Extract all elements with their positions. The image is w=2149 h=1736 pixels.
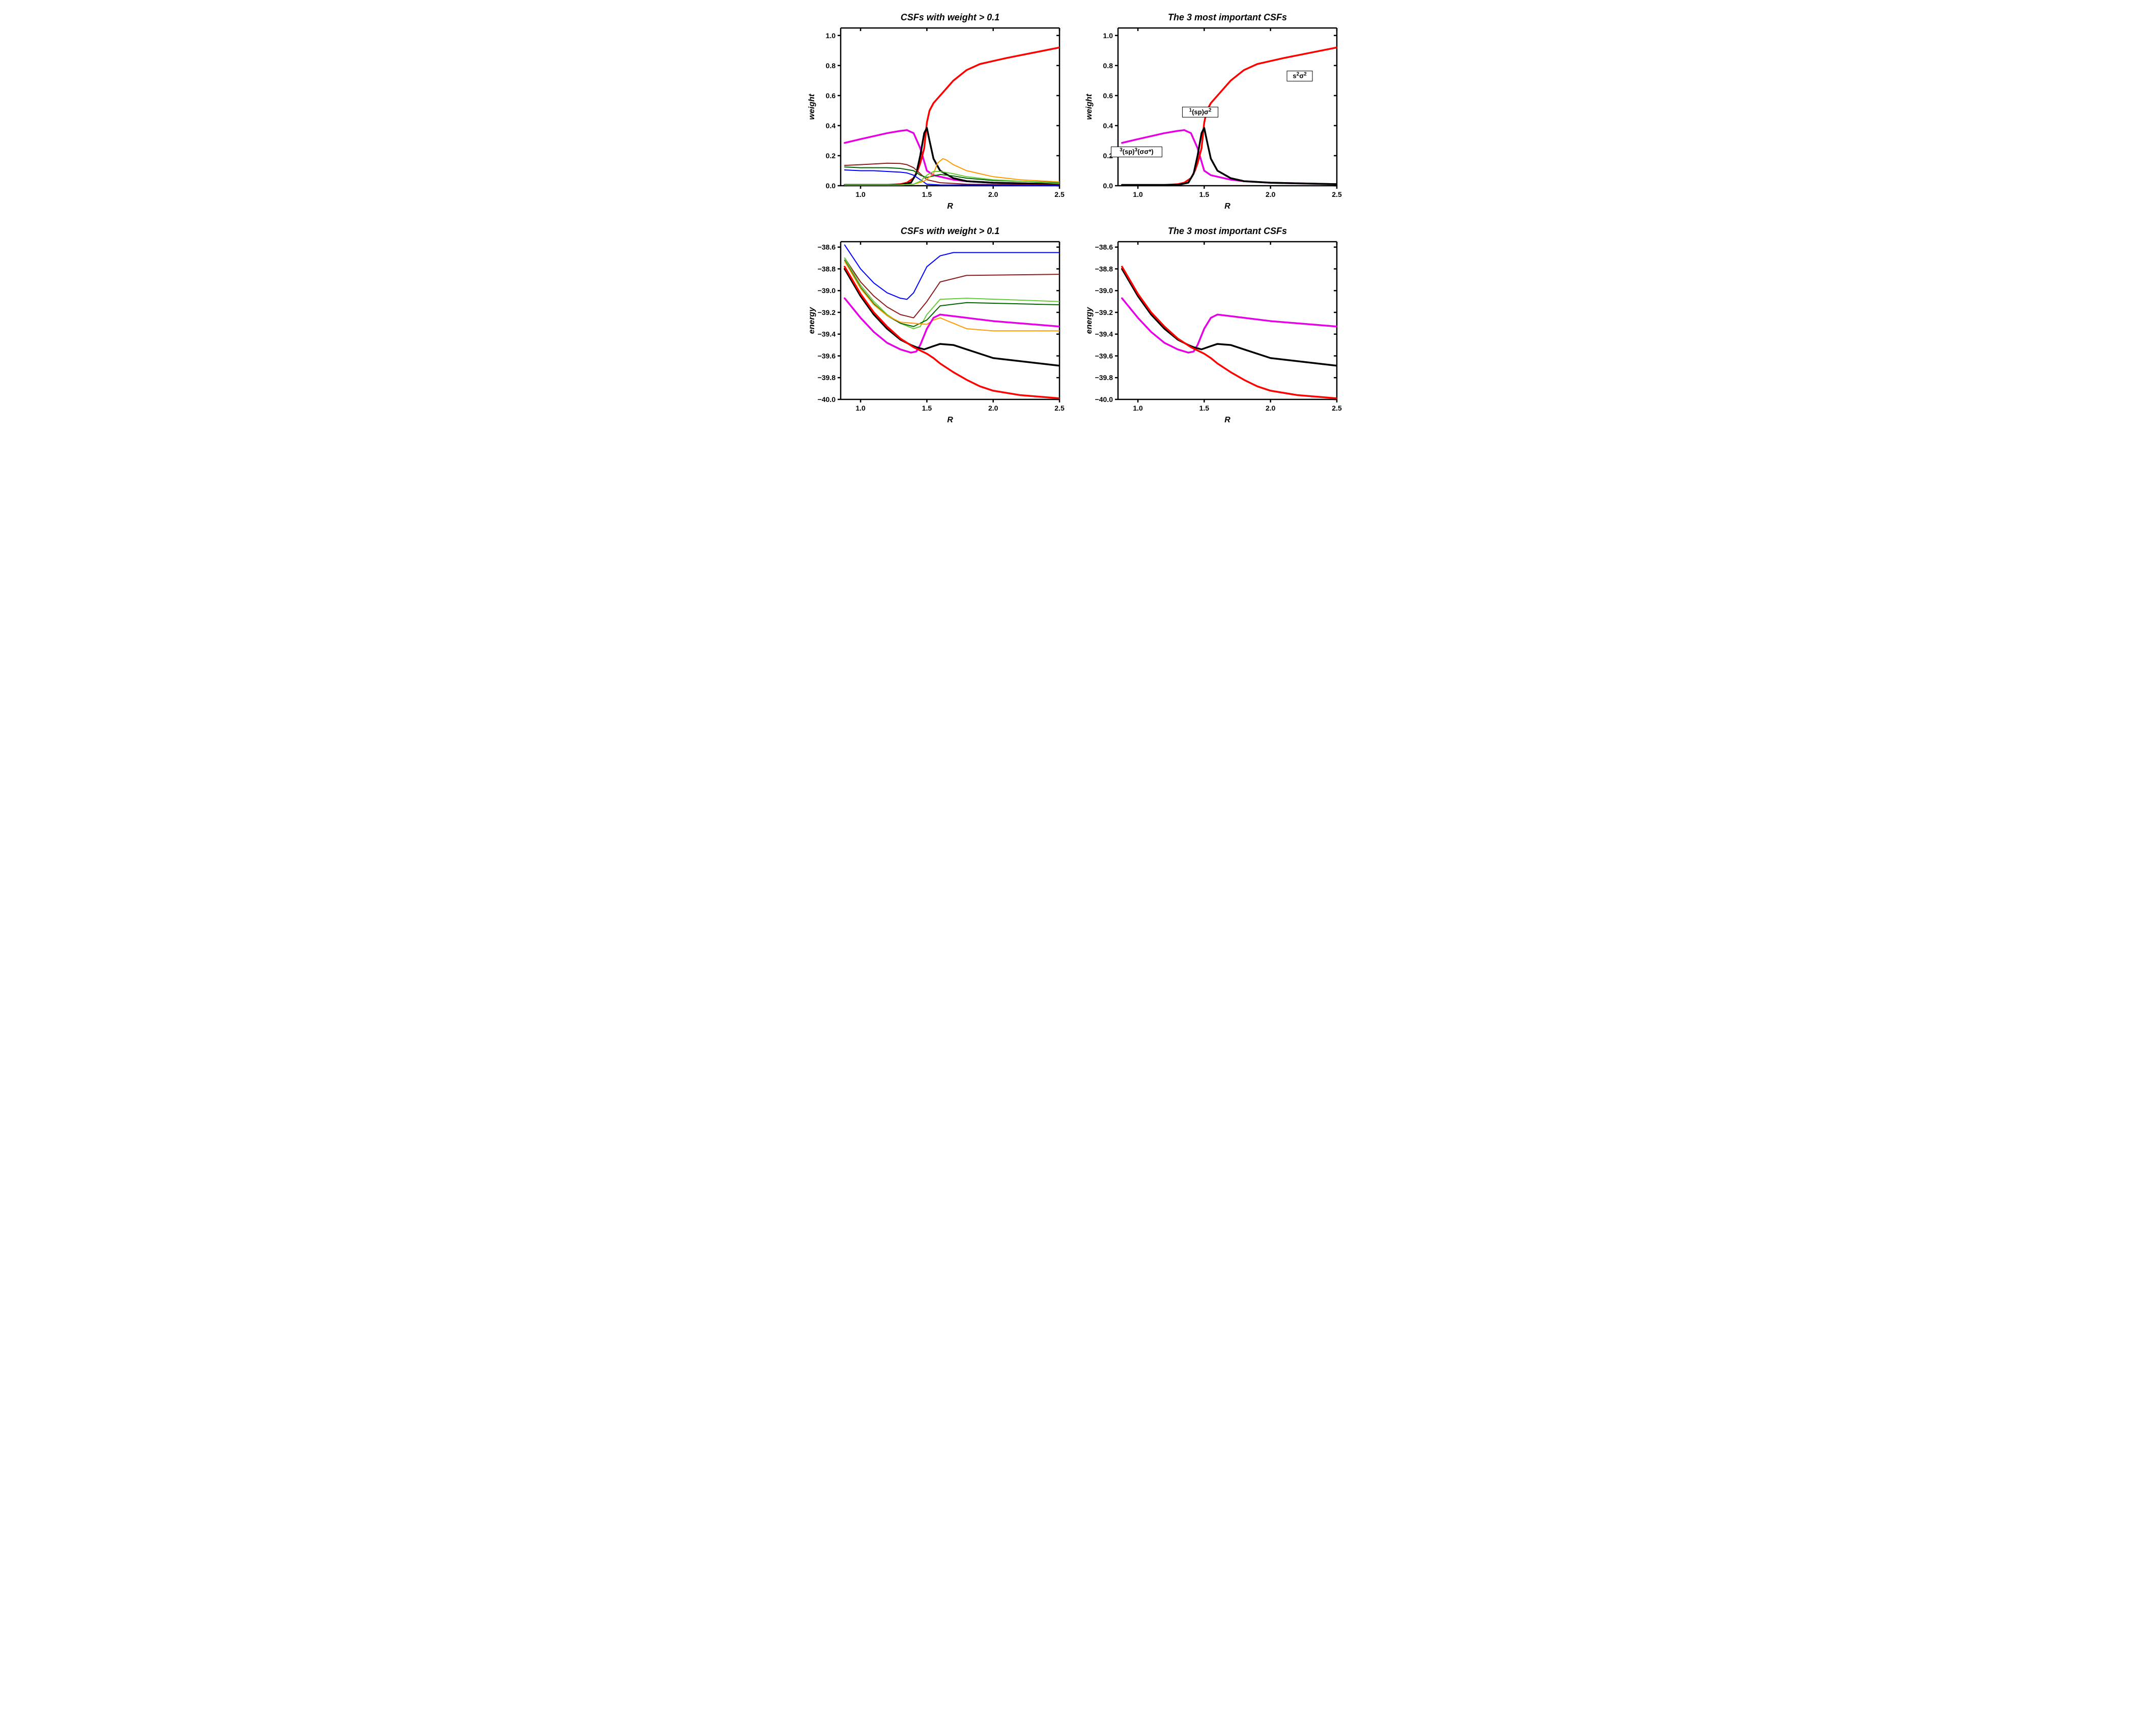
- ytick-label: −39.6: [817, 352, 836, 360]
- y-axis-label: energy: [808, 307, 816, 334]
- ytick-label: −39.4: [1095, 330, 1113, 338]
- ytick-label: −39.0: [1095, 286, 1113, 295]
- series-red: [1122, 47, 1336, 185]
- ytick-label: −39.0: [817, 286, 836, 295]
- chart-grid: CSFs with weight > 0.1 1.0 1.5 2.0 2.5 0.0 0.2…: [805, 10, 1344, 427]
- ytick-label: −38.8: [817, 265, 836, 273]
- ytick-label: −38.6: [817, 243, 836, 251]
- ytick-label: −39.2: [817, 308, 836, 316]
- xtick-label: 2.5: [1332, 404, 1342, 412]
- ytick-label: −39.8: [1095, 373, 1113, 382]
- xtick-label: 1.5: [922, 404, 932, 412]
- ytick-label: −39.4: [817, 330, 836, 338]
- xtick-label: 1.0: [855, 404, 866, 412]
- chart-tl: CSFs with weight > 0.1 1.0 1.5 2.0 2.5 0.0 0.2…: [805, 10, 1067, 214]
- xtick-label: 1.5: [922, 190, 932, 198]
- ytick-label: 0.4: [825, 122, 836, 130]
- chart-title: CSFs with weight > 0.1: [900, 226, 999, 236]
- panel-bottom-right: The 3 most important CSFs 1.0 1.5 2.0 2.5 −40…: [1082, 224, 1344, 427]
- series-darkred: [844, 258, 1059, 318]
- ytick-label: −40.0: [817, 395, 836, 403]
- series-black: [844, 128, 1059, 185]
- y-axis-label: weight: [1085, 94, 1094, 120]
- xtick-label: 2.0: [1265, 190, 1275, 198]
- ytick-label: 0.2: [825, 152, 836, 160]
- ytick-label: 0.6: [825, 92, 836, 100]
- panel-top-right: The 3 most important CSFs 1.0 1.5 2.0 2.5 0.0…: [1082, 10, 1344, 214]
- xtick-label: 1.0: [1133, 190, 1143, 198]
- xtick-label: 1.0: [855, 190, 866, 198]
- series-orange: [844, 159, 1059, 185]
- annotation-ann_1sp_sig2: 1(sp)σ2: [1189, 107, 1211, 116]
- xtick-label: 2.5: [1054, 404, 1065, 412]
- x-axis-label: R: [1224, 202, 1230, 211]
- series-black: [1122, 269, 1336, 365]
- ytick-label: 0.4: [1103, 122, 1113, 130]
- xtick-label: 2.5: [1332, 190, 1342, 198]
- x-axis-label: R: [947, 416, 953, 424]
- chart-tr: The 3 most important CSFs 1.0 1.5 2.0 2.5 0.0…: [1082, 10, 1344, 214]
- ytick-label: 1.0: [1103, 32, 1113, 40]
- series-red: [1122, 267, 1336, 398]
- ytick-label: 0.8: [1103, 62, 1113, 70]
- ytick-label: −39.6: [1095, 352, 1113, 360]
- ytick-label: 0.0: [825, 182, 836, 190]
- series-black: [844, 269, 1059, 365]
- ytick-label: −39.8: [817, 373, 836, 382]
- ytick-label: 0.0: [1103, 182, 1113, 190]
- y-axis-label: energy: [1085, 307, 1094, 334]
- x-axis-label: R: [1224, 416, 1230, 424]
- ytick-label: 0.8: [825, 62, 836, 70]
- chart-bl: CSFs with weight > 0.1 1.0 1.5 2.0 2.5 −40.0 −…: [805, 224, 1067, 427]
- xtick-label: 1.0: [1133, 404, 1143, 412]
- ytick-label: −39.2: [1095, 308, 1113, 316]
- xtick-label: 2.0: [1265, 404, 1275, 412]
- chart-title: CSFs with weight > 0.1: [900, 12, 999, 22]
- y-axis-label: weight: [808, 94, 816, 120]
- xtick-label: 2.0: [988, 404, 998, 412]
- panel-top-left: CSFs with weight > 0.1 1.0 1.5 2.0 2.5 0.0 0.2…: [805, 10, 1067, 214]
- series-red: [844, 267, 1059, 398]
- x-axis-label: R: [947, 202, 953, 211]
- series-orange: [844, 261, 1059, 331]
- chart-title: The 3 most important CSFs: [1167, 12, 1286, 22]
- xtick-label: 2.0: [988, 190, 998, 198]
- ytick-label: −40.0: [1095, 395, 1113, 403]
- ytick-label: −38.6: [1095, 243, 1113, 251]
- panel-bottom-left: CSFs with weight > 0.1 1.0 1.5 2.0 2.5 −40.0 −…: [805, 224, 1067, 427]
- xtick-label: 1.5: [1199, 190, 1209, 198]
- ytick-label: 0.6: [1103, 92, 1113, 100]
- series-blue: [844, 245, 1059, 299]
- ytick-label: −38.8: [1095, 265, 1113, 273]
- ytick-label: 1.0: [825, 32, 836, 40]
- xtick-label: 2.5: [1054, 190, 1065, 198]
- chart-br: The 3 most important CSFs 1.0 1.5 2.0 2.5 −40…: [1082, 224, 1344, 427]
- chart-title: The 3 most important CSFs: [1167, 226, 1286, 236]
- xtick-label: 1.5: [1199, 404, 1209, 412]
